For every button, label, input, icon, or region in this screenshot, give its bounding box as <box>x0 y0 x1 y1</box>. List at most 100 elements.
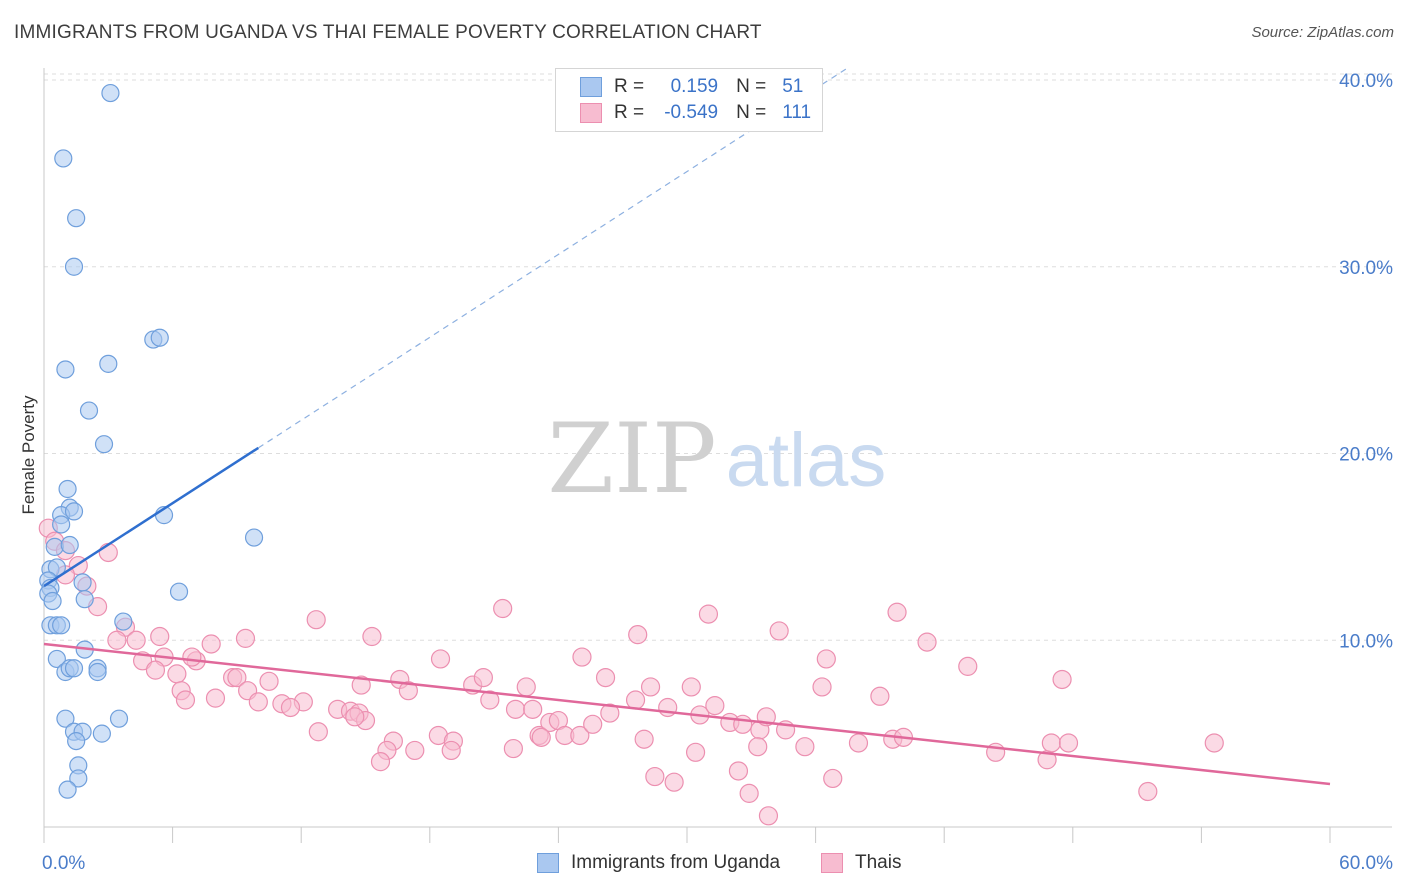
legend-r-value: -0.549 <box>664 102 719 123</box>
uganda-point <box>64 257 84 276</box>
uganda-point <box>150 328 169 347</box>
thai-point <box>145 660 166 680</box>
thai-point <box>516 677 536 697</box>
legend-row-uganda: R = 0.159 N = 51 <box>580 75 803 99</box>
thai-point <box>531 727 551 747</box>
uganda-point <box>67 731 86 751</box>
thai-point <box>600 703 620 723</box>
thai-point <box>306 610 326 630</box>
uganda-point <box>60 535 79 555</box>
thai-point <box>107 630 127 650</box>
thai-point <box>958 656 978 676</box>
thai-series <box>38 518 1224 826</box>
uganda-trend-line <box>43 446 260 588</box>
thai-point <box>625 690 646 710</box>
legend-item-uganda: Immigrants from Uganda <box>537 852 780 874</box>
thai-point <box>595 667 616 688</box>
thai-point <box>150 626 170 647</box>
thai-point <box>398 681 418 701</box>
thai-point <box>480 690 500 710</box>
x-tick-label: 60.0% <box>1339 853 1393 874</box>
thai-point <box>235 628 256 648</box>
uganda-point <box>47 558 66 577</box>
thai-point <box>816 649 836 669</box>
legend-swatch-uganda <box>537 853 559 873</box>
thai-point <box>1204 733 1224 753</box>
uganda-series <box>39 83 264 799</box>
legend-label-thai: Thais <box>855 852 902 873</box>
legend-n-label: N = <box>736 76 767 97</box>
thai-point <box>848 733 869 753</box>
thai-point <box>505 699 526 719</box>
stats-legend: R = 0.159 N = 51 R = -0.549 N = 111 <box>555 68 823 132</box>
thai-point <box>698 604 719 624</box>
axes <box>43 68 1392 843</box>
thai-point <box>1138 781 1158 802</box>
legend-label-uganda: Immigrants from Uganda <box>571 852 781 873</box>
thai-point <box>126 630 146 650</box>
uganda-point <box>58 780 77 799</box>
source-note: Source: ZipAtlas.com <box>1251 24 1394 41</box>
thai-point <box>664 772 684 792</box>
uganda-point <box>99 354 118 373</box>
uganda-point <box>69 769 88 788</box>
uganda-point <box>45 537 64 556</box>
grid-lines <box>44 73 1392 641</box>
thai-point <box>748 737 768 757</box>
thai-point <box>362 626 382 647</box>
thai-point <box>98 542 118 563</box>
thai-point <box>370 752 391 772</box>
thai-point <box>205 688 226 708</box>
series-legend: Immigrants from Uganda Thais <box>0 852 1406 878</box>
thai-point <box>175 690 196 710</box>
uganda-point <box>79 401 99 420</box>
y-tick-label: 40.0% <box>1339 71 1393 92</box>
thai-point <box>758 806 779 826</box>
legend-n-value: 51 <box>782 76 804 97</box>
uganda-point <box>73 573 92 592</box>
thai-point <box>728 761 749 781</box>
uganda-point <box>101 83 120 103</box>
thai-point <box>493 598 513 619</box>
thai-point <box>473 667 493 688</box>
uganda-point <box>114 612 133 631</box>
thai-point <box>640 677 661 697</box>
uganda-point <box>64 502 84 521</box>
tick-labels: 10.0% 20.0% 30.0% 40.0% 0.0% 60.0% <box>42 71 1393 874</box>
thai-point <box>583 714 603 734</box>
uganda-point <box>244 528 264 547</box>
thai-trend-line <box>43 642 1331 786</box>
watermark-zip: ZIP <box>547 403 716 515</box>
x-tick-label: 0.0% <box>42 853 85 874</box>
legend-n-label: N = <box>736 102 767 123</box>
legend-n-value: 111 <box>782 102 812 123</box>
thai-point <box>308 722 328 742</box>
thai-point <box>430 649 451 669</box>
uganda-point <box>109 709 129 728</box>
uganda-point <box>67 209 86 228</box>
thai-point <box>917 632 937 652</box>
uganda-point <box>54 149 73 168</box>
thai-point <box>705 696 725 716</box>
thai-point <box>280 697 301 718</box>
thai-point <box>634 729 654 749</box>
thai-point <box>733 714 753 734</box>
thai-point <box>441 740 461 761</box>
thai-point <box>823 768 843 789</box>
thai-point <box>628 625 648 645</box>
thai-point <box>248 692 268 712</box>
uganda-point <box>169 582 189 601</box>
uganda-point <box>92 724 111 743</box>
uganda-point <box>56 360 75 379</box>
thai-point <box>685 742 706 762</box>
y-tick-label: 30.0% <box>1339 258 1393 279</box>
thai-point <box>503 738 523 759</box>
uganda-point <box>64 659 84 678</box>
thai-point <box>887 602 907 622</box>
thai-point <box>812 677 832 697</box>
legend-r-label: R = <box>614 102 645 123</box>
uganda-point <box>94 435 114 454</box>
legend-swatch-thai <box>580 103 602 123</box>
thai-point <box>572 647 592 667</box>
